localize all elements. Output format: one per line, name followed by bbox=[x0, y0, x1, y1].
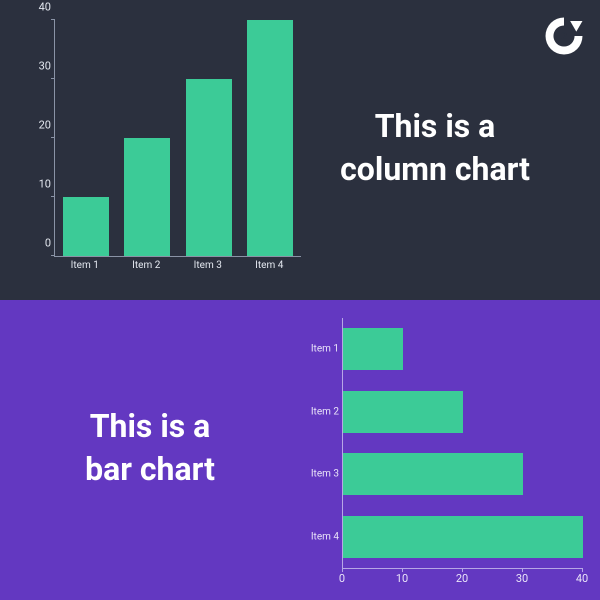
bar-row bbox=[343, 453, 523, 495]
column-chart-y-gridtick bbox=[51, 196, 55, 197]
column-chart-y-tick: 40 bbox=[31, 1, 51, 14]
bar-chart-y-label: Item 4 bbox=[301, 531, 339, 542]
g2-logo-icon: 2 bbox=[542, 14, 586, 58]
title-line-2: column chart bbox=[310, 148, 560, 191]
bar-chart-y-label: Item 3 bbox=[301, 469, 339, 480]
column-bar bbox=[247, 20, 293, 256]
column-chart-x-labels: Item 1 Item 2 Item 3 Item 4 bbox=[54, 260, 300, 271]
column-chart-x-label: Item 1 bbox=[62, 260, 108, 271]
bar-chart-x-tick: 10 bbox=[396, 572, 408, 585]
column-chart-panel: 2 This is a column chart 010203040 Item … bbox=[0, 0, 600, 300]
bar-chart-x-gridtick bbox=[462, 568, 463, 572]
bar-chart-title: This is a bar chart bbox=[40, 405, 260, 491]
column-chart-x-label: Item 4 bbox=[246, 260, 292, 271]
column-chart-title: This is a column chart bbox=[310, 105, 560, 191]
bar-rows bbox=[343, 318, 583, 568]
column-chart-y-gridtick bbox=[51, 137, 55, 138]
bar-chart-x-gridtick bbox=[342, 568, 343, 572]
column-chart-y-gridtick bbox=[51, 255, 55, 256]
svg-text:2: 2 bbox=[561, 31, 567, 43]
column-chart-y-tick: 10 bbox=[31, 178, 51, 191]
column-chart-y-gridtick bbox=[51, 19, 55, 20]
bar-chart-x-tick: 0 bbox=[339, 572, 345, 585]
column-bar bbox=[186, 79, 232, 256]
column-chart-y-tick: 20 bbox=[31, 119, 51, 132]
column-chart-y-tick: 30 bbox=[31, 60, 51, 73]
bar-chart-x-gridtick bbox=[402, 568, 403, 572]
title-line-1: This is a bbox=[310, 105, 560, 148]
title-line-1: This is a bbox=[40, 405, 260, 448]
bar-chart-x-gridtick bbox=[582, 568, 583, 572]
bar-chart-x-tick: 40 bbox=[576, 572, 588, 585]
page: 2 This is a column chart 010203040 Item … bbox=[0, 0, 600, 600]
bar-chart-plot-area: Item 1Item 2Item 3Item 4 bbox=[342, 318, 583, 569]
column-chart-x-label: Item 2 bbox=[123, 260, 169, 271]
bar-chart-panel: This is a bar chart Item 1Item 2Item 3It… bbox=[0, 300, 600, 600]
bar-row bbox=[343, 391, 463, 433]
bar-row bbox=[343, 516, 583, 558]
column-chart-x-label: Item 3 bbox=[185, 260, 231, 271]
column-bars bbox=[55, 20, 301, 256]
column-chart-y-tick: 0 bbox=[31, 237, 51, 250]
bar-chart-x-tick: 30 bbox=[516, 572, 528, 585]
column-chart: 010203040 Item 1 Item 2 Item 3 Item 4 bbox=[30, 20, 300, 280]
column-chart-y-gridtick bbox=[51, 78, 55, 79]
bar-row bbox=[343, 328, 403, 370]
title-line-2: bar chart bbox=[40, 448, 260, 491]
bar-chart: Item 1Item 2Item 3Item 4 010203040 bbox=[300, 318, 590, 590]
column-bar bbox=[124, 138, 170, 256]
bar-chart-x-gridtick bbox=[522, 568, 523, 572]
bar-chart-y-label: Item 1 bbox=[301, 344, 339, 355]
column-chart-plot-area: 010203040 bbox=[54, 20, 301, 257]
bar-chart-x-tick: 20 bbox=[456, 572, 468, 585]
bar-chart-y-label: Item 2 bbox=[301, 406, 339, 417]
column-bar bbox=[63, 197, 109, 256]
